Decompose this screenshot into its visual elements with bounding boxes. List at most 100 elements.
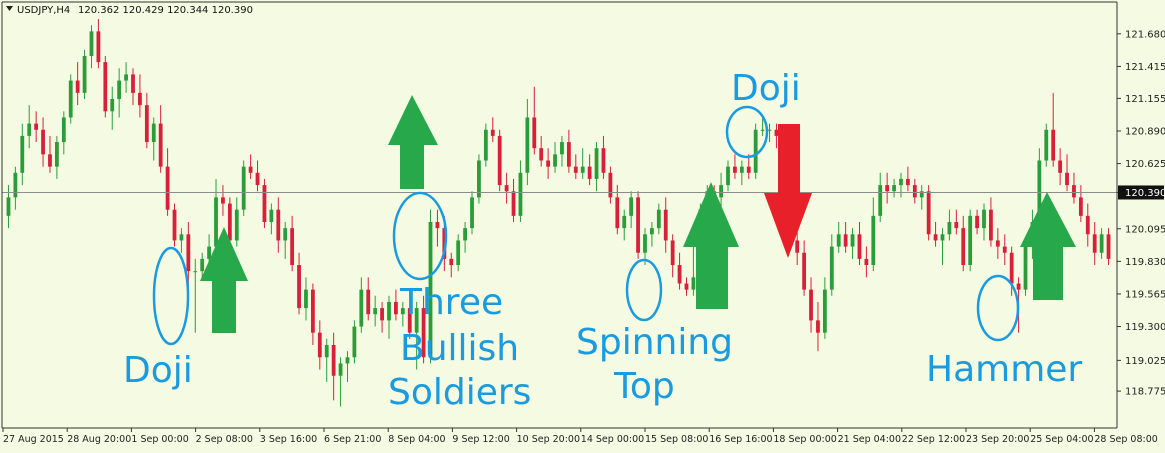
candle-body — [560, 142, 564, 155]
candle-body — [207, 246, 212, 259]
candle-body — [387, 301, 391, 321]
candle-body — [719, 185, 723, 198]
candle-body — [650, 228, 654, 235]
candle-body — [504, 185, 509, 192]
candle-body — [995, 240, 1000, 247]
candle-body — [380, 308, 384, 321]
candle-body — [1092, 234, 1097, 253]
candle-body — [739, 166, 744, 173]
three-soldiers-ellipse — [392, 191, 448, 281]
candle — [41, 117, 45, 167]
candle-body — [54, 142, 59, 167]
candle-body — [144, 105, 149, 143]
candle-body — [1002, 246, 1007, 253]
candle-body — [1106, 234, 1111, 259]
x-tick-label: 8 Sep 04:00 — [388, 434, 445, 445]
candle-body — [726, 166, 730, 186]
candle — [269, 203, 274, 235]
spinning-top-ellipse — [625, 258, 663, 322]
candle — [324, 338, 329, 382]
candle — [822, 277, 827, 339]
candle-body — [954, 221, 959, 229]
candle — [1085, 203, 1090, 247]
candle-body — [13, 172, 18, 198]
candle — [1009, 246, 1014, 296]
candle-body — [304, 289, 308, 309]
x-tick-label: 3 Sep 16:00 — [260, 434, 317, 445]
candle-body — [636, 197, 640, 253]
candle — [560, 135, 564, 167]
candle — [214, 178, 218, 253]
candle — [594, 142, 599, 192]
candle — [601, 135, 606, 179]
candle-body — [394, 301, 398, 315]
candle-body — [919, 191, 924, 198]
candle-body — [601, 148, 606, 173]
candle — [117, 68, 122, 118]
candle-body — [961, 228, 966, 266]
candle-body — [407, 308, 412, 333]
candle — [504, 172, 509, 204]
candle — [373, 295, 378, 327]
candle-body — [34, 123, 39, 130]
candle — [48, 135, 52, 173]
candle — [68, 74, 73, 124]
candle-body — [366, 289, 371, 315]
candle-body — [179, 234, 184, 241]
candle-body — [1058, 160, 1063, 173]
y-tick-label: 119.565 — [1125, 289, 1165, 300]
x-tick-label: 9 Sep 12:00 — [452, 434, 509, 445]
candle — [546, 148, 551, 179]
x-tick-label: 10 Sep 20:00 — [517, 434, 580, 445]
candle — [760, 117, 765, 136]
candle — [470, 191, 474, 235]
up-arrow-3-icon — [683, 182, 739, 309]
x-tick-label: 6 Sep 21:00 — [324, 434, 381, 445]
y-tick-label: 120.625 — [1125, 159, 1165, 170]
candle — [407, 289, 412, 339]
candle-body — [1023, 246, 1028, 290]
candle — [809, 277, 813, 333]
candle-body — [511, 191, 516, 216]
candle-body — [248, 166, 253, 173]
candle — [739, 160, 744, 186]
candle-body — [912, 185, 917, 198]
candle — [1051, 92, 1056, 167]
candle — [338, 357, 343, 407]
candle — [172, 203, 177, 247]
candle — [345, 351, 350, 382]
y-tick-label: 119.025 — [1125, 356, 1165, 367]
x-tick-label: 27 Aug 2015 — [3, 434, 64, 445]
candle-body — [615, 197, 620, 229]
x-tick-label: 28 Sep 08:00 — [1094, 434, 1157, 445]
candle-body — [27, 123, 32, 136]
candle-body — [829, 246, 834, 290]
candle — [138, 74, 142, 118]
candle-body — [421, 308, 426, 358]
candle-body — [283, 228, 288, 241]
candle — [802, 240, 807, 296]
candle-body — [6, 197, 11, 216]
candle — [726, 160, 730, 192]
candle-body — [214, 197, 218, 247]
candle-body — [843, 234, 848, 247]
chart-menu-triangle-icon[interactable] — [6, 6, 13, 11]
three-soldiers-label-line2: Bullish — [400, 328, 519, 369]
down-arrow-icon — [764, 124, 812, 258]
current-price-badge — [1118, 185, 1164, 200]
x-tick-label: 14 Sep 00:00 — [581, 434, 644, 445]
candle-body — [186, 234, 191, 272]
candle — [940, 228, 945, 266]
candle-body — [899, 178, 903, 186]
candle — [733, 154, 737, 179]
candle-body — [622, 215, 627, 229]
candle — [622, 209, 627, 241]
candle — [518, 160, 523, 222]
candle — [359, 277, 364, 333]
candle-body — [878, 185, 883, 216]
candle — [961, 215, 966, 272]
candle — [283, 221, 288, 259]
candle-body — [753, 129, 758, 173]
candle — [843, 221, 848, 253]
candle-body — [428, 221, 433, 358]
